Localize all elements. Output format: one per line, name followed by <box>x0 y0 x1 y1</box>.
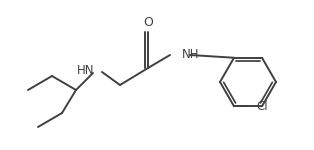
Text: HN: HN <box>77 64 94 78</box>
Text: Cl: Cl <box>256 100 268 113</box>
Text: O: O <box>143 15 153 28</box>
Text: NH: NH <box>182 48 199 60</box>
